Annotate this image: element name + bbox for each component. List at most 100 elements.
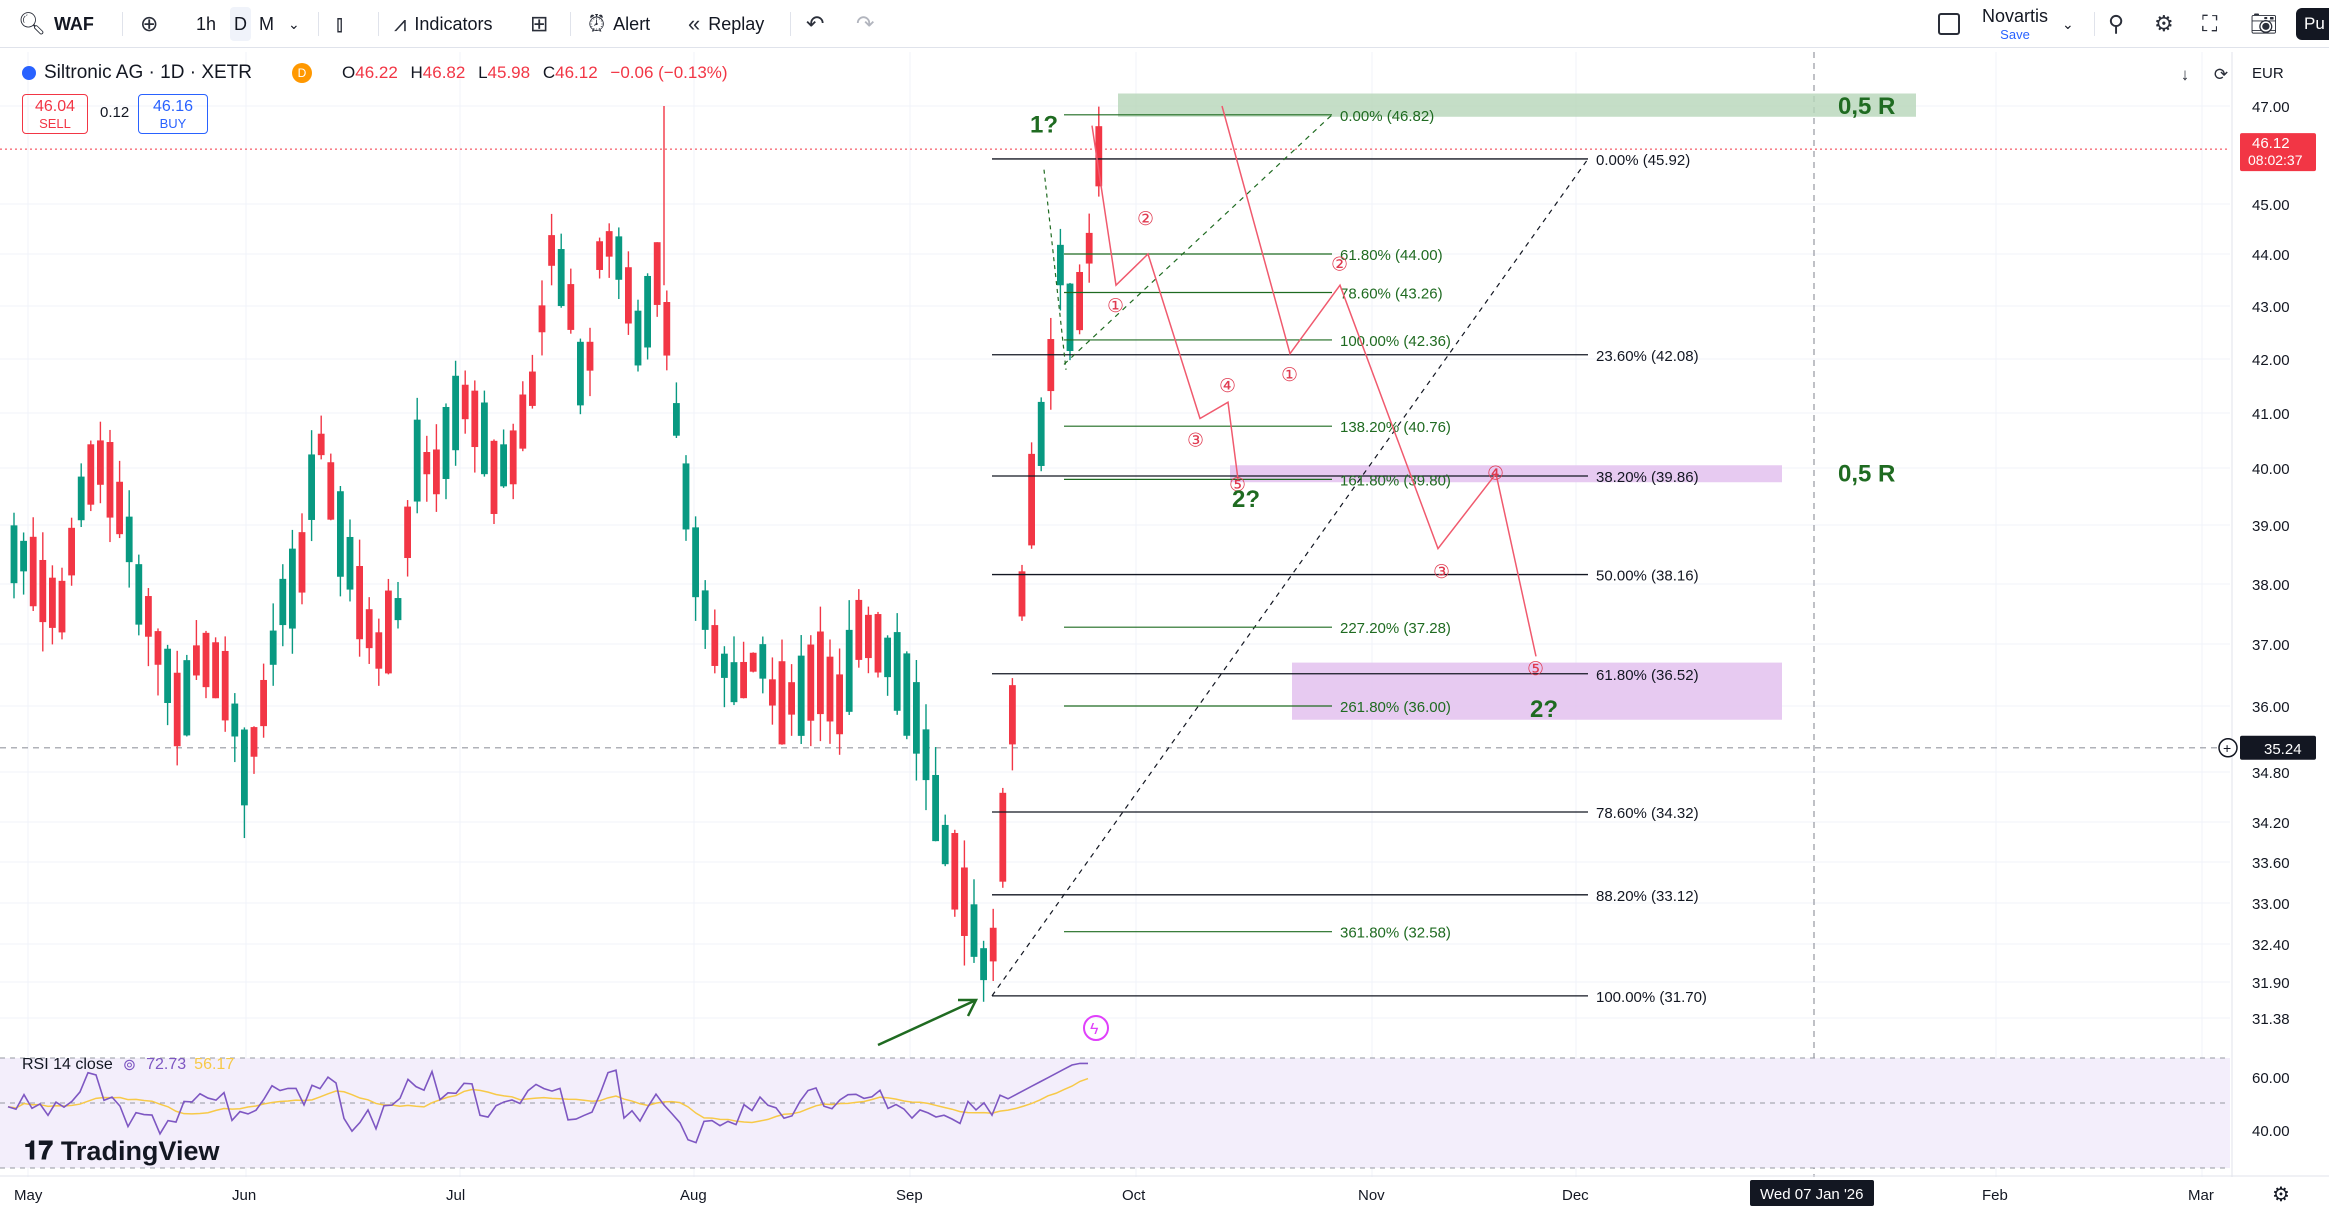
layout-dropdown[interactable]: ⌄ bbox=[2062, 0, 2074, 48]
fib-ext-label: 161.80% (39.80) bbox=[1340, 472, 1451, 489]
candle-body bbox=[1076, 271, 1083, 331]
candle-body bbox=[20, 540, 27, 572]
candle-body bbox=[1047, 339, 1055, 392]
fib-ext-trend bbox=[1063, 114, 1333, 365]
candle-body bbox=[452, 375, 459, 451]
close-value: 46.12 bbox=[555, 63, 598, 82]
candle-body bbox=[39, 559, 47, 623]
redo-button[interactable]: ↷ bbox=[856, 0, 882, 48]
candle-body bbox=[394, 598, 402, 621]
price-chart[interactable]: 0.00% (45.92) 23.60% (42.08) 38.20% (39.86… bbox=[0, 52, 2329, 1212]
fib-ext-label: 361.80% (32.58) bbox=[1340, 925, 1451, 942]
fib-ext-label: 100.00% (42.36) bbox=[1340, 333, 1451, 350]
layout-name[interactable]: Novartis Save bbox=[1981, 6, 2048, 42]
price-axis-label: 34.20 bbox=[2252, 815, 2290, 832]
candle-body bbox=[749, 652, 757, 672]
magic-search-icon: ⚲ bbox=[2108, 11, 2125, 36]
indicators-button[interactable]: ⩘ Indicators bbox=[394, 11, 493, 36]
replay-button[interactable]: « Replay bbox=[688, 11, 765, 36]
candle-body bbox=[615, 236, 623, 280]
wave-projection: ① ② ③ ④ ⑤ ① ② ③ ④ ⑤ 1? 2? 2? 0,5 R 0,5 R ϟ bbox=[877, 93, 1895, 1047]
candle-body bbox=[58, 580, 66, 633]
candle-body bbox=[855, 599, 863, 660]
candle-body bbox=[1037, 401, 1045, 466]
candle-body bbox=[1018, 571, 1026, 617]
interval-m[interactable]: M bbox=[259, 13, 274, 34]
last-price-tag bbox=[2240, 133, 2316, 172]
wave-count-label: ⑤ bbox=[1527, 659, 1544, 680]
fullscreen-button[interactable]: ⛶ bbox=[2202, 0, 2225, 48]
candle-body bbox=[337, 491, 344, 577]
candle-body bbox=[941, 824, 949, 865]
publish-button[interactable]: Pu bbox=[2296, 8, 2329, 40]
candle-body bbox=[529, 371, 536, 406]
layout-checkbox[interactable] bbox=[1938, 0, 1960, 48]
candle-body bbox=[567, 284, 575, 330]
fib-ext-label: 61.80% (44.00) bbox=[1340, 247, 1443, 264]
interval-1h[interactable]: 1h bbox=[196, 13, 217, 34]
quick-search-button[interactable]: ⚲ bbox=[2108, 0, 2132, 48]
alarm-icon: ⏰︎ bbox=[588, 11, 606, 36]
chart-type-button[interactable]: ⫾ bbox=[336, 0, 351, 48]
chart-pane[interactable]: 0.00% (45.92) 23.60% (42.08) 38.20% (39.86… bbox=[0, 52, 2329, 1206]
candle-body bbox=[116, 481, 123, 535]
candle-body bbox=[279, 578, 287, 626]
sell-button[interactable]: 46.04 SELL bbox=[22, 94, 88, 134]
candle-body bbox=[173, 672, 181, 747]
wave-count-label: ③ bbox=[1433, 562, 1450, 583]
compare-button[interactable]: ⊕ bbox=[140, 0, 166, 48]
candle-body bbox=[298, 532, 306, 593]
symbol-legend: Siltronic AG · 1D · XETR D O46.22 H46.82… bbox=[22, 62, 728, 84]
fib-ext-trend bbox=[1043, 169, 1067, 370]
currency-label[interactable]: EUR bbox=[2252, 65, 2284, 82]
candle-body bbox=[663, 302, 671, 356]
checkbox-icon bbox=[1938, 13, 1960, 35]
rsi-value: 72.73 bbox=[146, 1056, 187, 1073]
price-axis-label: 31.90 bbox=[2252, 975, 2290, 992]
candle-body bbox=[548, 235, 555, 266]
grid-icon: ⊞ bbox=[530, 11, 549, 36]
symbol-search[interactable]: 🔍︎ WAF bbox=[18, 0, 94, 48]
candle-body bbox=[202, 632, 210, 688]
price-axis-label: 33.00 bbox=[2252, 896, 2290, 913]
alert-button[interactable]: ⏰︎ Alert bbox=[588, 11, 651, 36]
undo-button[interactable]: ↶ bbox=[806, 0, 832, 48]
candle-body bbox=[433, 449, 440, 495]
candle-body bbox=[509, 430, 517, 485]
candle-body bbox=[135, 564, 143, 625]
settings-button[interactable]: ⚙ bbox=[2154, 0, 2182, 48]
time-axis-label: May bbox=[14, 1187, 43, 1204]
snapshot-button[interactable]: 📷︎ bbox=[2250, 0, 2286, 48]
candle-body bbox=[164, 648, 171, 703]
change-value: −0.06 (−0.13%) bbox=[610, 63, 728, 82]
interval-dropdown[interactable]: ⌄ bbox=[288, 0, 300, 48]
candle-body bbox=[759, 644, 767, 679]
rsi-axis-label: 40.00 bbox=[2252, 1123, 2290, 1140]
candle-body bbox=[77, 476, 85, 521]
price-axis-label: 40.00 bbox=[2252, 461, 2290, 478]
candle-body bbox=[586, 341, 594, 371]
time-axis-label: Dec bbox=[1562, 1187, 1589, 1204]
rsi-line bbox=[7, 1062, 1088, 1144]
candle-body bbox=[49, 577, 56, 628]
candle-body bbox=[356, 566, 363, 640]
candle-body bbox=[807, 644, 815, 721]
scale-down-button[interactable]: ↓ bbox=[2172, 62, 2198, 88]
wave-count-label: ④ bbox=[1219, 376, 1236, 397]
price-axis-label: 39.00 bbox=[2252, 518, 2290, 535]
axis-settings-icon: ⚙ bbox=[2272, 1184, 2290, 1206]
wave-count-label: ① bbox=[1107, 296, 1124, 317]
price-axis-label: 32.40 bbox=[2252, 937, 2290, 954]
ohlc-values: O46.22 H46.82 L45.98 C46.12 −0.06 (−0.13… bbox=[342, 63, 728, 82]
interval-d[interactable]: D bbox=[230, 7, 251, 41]
auto-scale-button[interactable]: ⟳ bbox=[2208, 62, 2234, 88]
candle-body bbox=[461, 384, 469, 420]
fib-level-label: 50.00% (38.16) bbox=[1596, 568, 1699, 585]
candle-body bbox=[365, 609, 373, 649]
rsi-settings-icon[interactable]: ⊚ bbox=[122, 1057, 137, 1074]
templates-button[interactable]: ⊞ bbox=[530, 0, 556, 48]
candle-body bbox=[692, 527, 699, 598]
candle-body bbox=[346, 536, 354, 590]
buy-button[interactable]: 46.16 BUY bbox=[138, 94, 208, 134]
r-label-mid: 0,5 R bbox=[1838, 461, 1895, 488]
